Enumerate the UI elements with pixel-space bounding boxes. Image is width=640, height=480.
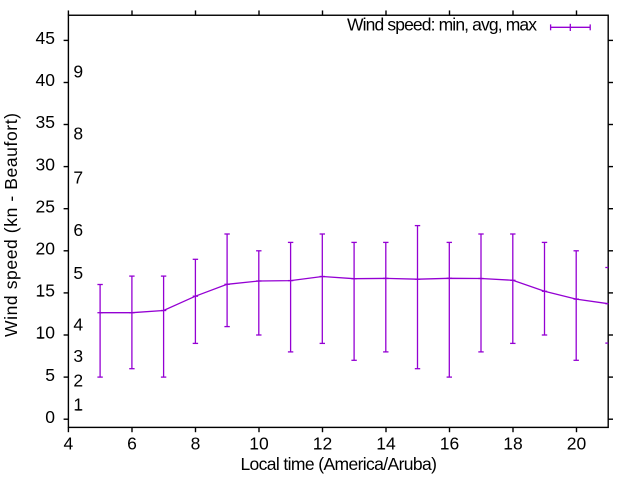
- svg-text:5: 5: [73, 263, 83, 283]
- svg-text:40: 40: [36, 70, 56, 90]
- svg-text:35: 35: [36, 112, 55, 132]
- svg-text:12: 12: [313, 433, 332, 453]
- svg-text:10: 10: [249, 433, 269, 453]
- svg-text:4: 4: [64, 433, 74, 453]
- svg-text:8: 8: [73, 124, 83, 144]
- svg-text:14: 14: [376, 433, 396, 453]
- svg-text:5: 5: [45, 365, 55, 385]
- svg-text:Wind speed: min, avg, max: Wind speed: min, avg, max: [347, 15, 537, 35]
- svg-text:Local time (America/Aruba): Local time (America/Aruba): [240, 454, 437, 474]
- svg-text:20: 20: [36, 239, 56, 259]
- svg-text:18: 18: [503, 433, 522, 453]
- svg-text:15: 15: [36, 281, 55, 301]
- svg-text:0: 0: [45, 407, 55, 427]
- svg-text:16: 16: [440, 433, 459, 453]
- svg-text:6: 6: [127, 433, 137, 453]
- svg-text:20: 20: [567, 433, 587, 453]
- svg-text:45: 45: [36, 28, 55, 48]
- svg-text:9: 9: [73, 62, 83, 82]
- svg-text:1: 1: [73, 395, 83, 415]
- svg-text:30: 30: [36, 154, 56, 174]
- svg-text:3: 3: [73, 346, 83, 366]
- svg-text:25: 25: [36, 196, 55, 216]
- svg-text:Wind speed (kn - Beaufort): Wind speed (kn - Beaufort): [1, 113, 21, 337]
- svg-text:2: 2: [73, 370, 83, 390]
- svg-text:7: 7: [73, 168, 83, 188]
- svg-text:8: 8: [191, 433, 201, 453]
- svg-text:10: 10: [36, 323, 56, 343]
- svg-text:4: 4: [73, 314, 83, 334]
- svg-text:6: 6: [73, 220, 83, 240]
